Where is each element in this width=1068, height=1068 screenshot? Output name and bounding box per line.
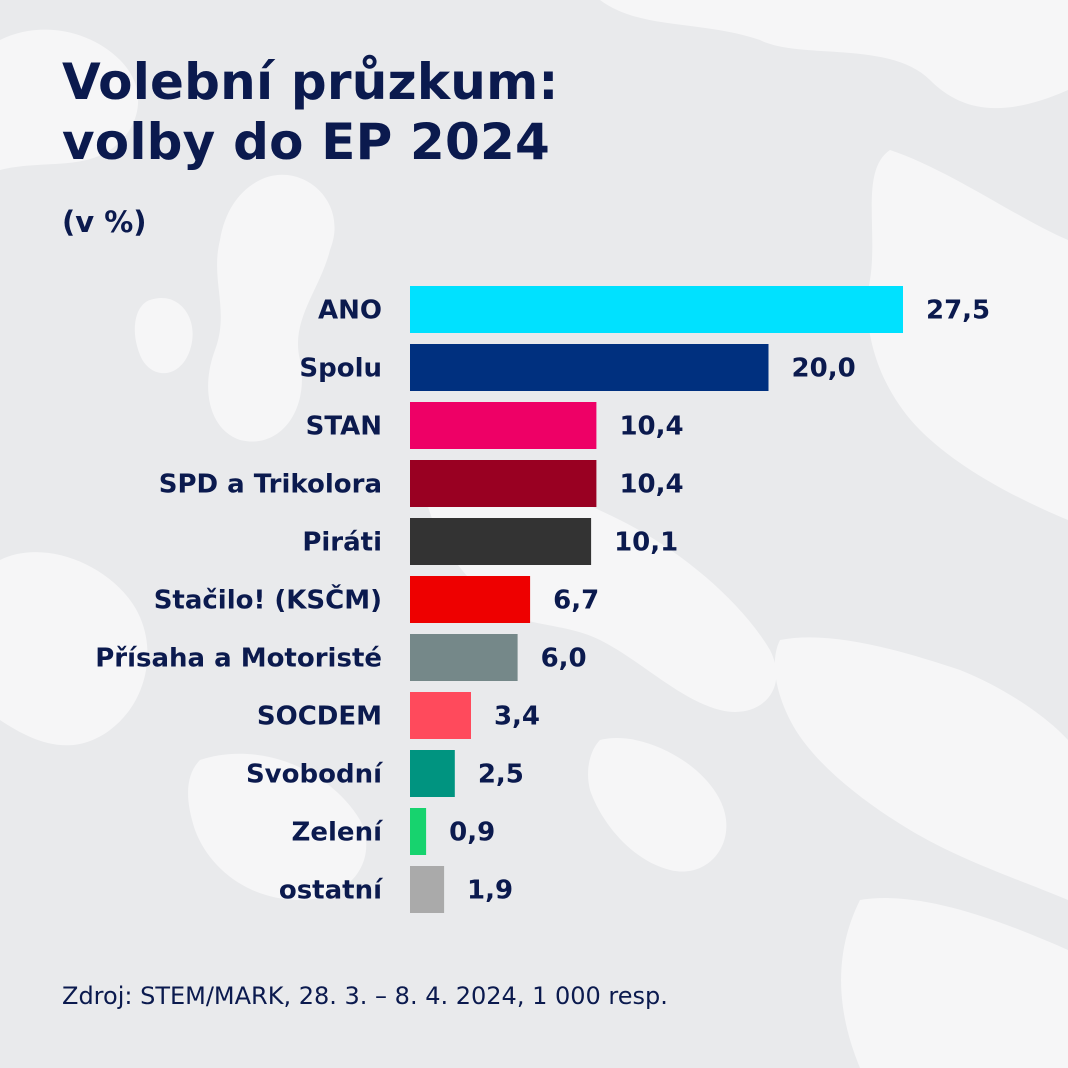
bar-0 [410, 286, 903, 333]
value-label-8: 2,5 [478, 760, 524, 790]
category-label-8: Svobodní [246, 760, 384, 790]
value-label-1: 20,0 [792, 354, 856, 384]
value-label-4: 10,1 [614, 528, 678, 558]
bar-7 [410, 692, 471, 739]
chart-subtitle: (v %) [62, 205, 147, 239]
value-label-10: 1,9 [467, 876, 513, 906]
category-label-0: ANO [318, 296, 382, 326]
value-label-2: 10,4 [619, 412, 683, 442]
value-label-0: 27,5 [926, 296, 990, 326]
category-label-10: ostatní [279, 876, 384, 906]
value-label-7: 3,4 [494, 702, 540, 732]
chart-title-line-1: Volební průzkum: [62, 53, 559, 111]
category-label-3: SPD a Trikolora [159, 470, 382, 500]
category-label-5: Stačilo! (KSČM) [154, 584, 382, 616]
chart-title: Volební průzkum: volby do EP 2024 [62, 52, 559, 172]
bar-6 [410, 634, 518, 681]
category-label-1: Spolu [299, 354, 382, 384]
category-label-7: SOCDEM [257, 702, 382, 732]
bar-8 [410, 750, 455, 797]
chart-title-line-2: volby do EP 2024 [62, 113, 550, 171]
value-label-5: 6,7 [553, 586, 599, 616]
bar-4 [410, 518, 592, 565]
bar-3 [410, 460, 597, 507]
bar-1 [410, 344, 769, 391]
category-label-9: Zelení [292, 818, 385, 848]
bar-9 [410, 808, 427, 855]
category-label-6: Přísaha a Motoristé [95, 644, 382, 674]
category-label-4: Piráti [302, 528, 382, 558]
source-note: Zdroj: STEM/MARK, 28. 3. – 8. 4. 2024, 1… [62, 982, 668, 1010]
value-label-6: 6,0 [541, 644, 587, 674]
value-label-9: 0,9 [449, 818, 495, 848]
bar-10 [410, 866, 445, 913]
bar-2 [410, 402, 597, 449]
bar-5 [410, 576, 531, 623]
value-label-3: 10,4 [619, 470, 683, 500]
category-label-2: STAN [306, 412, 382, 442]
